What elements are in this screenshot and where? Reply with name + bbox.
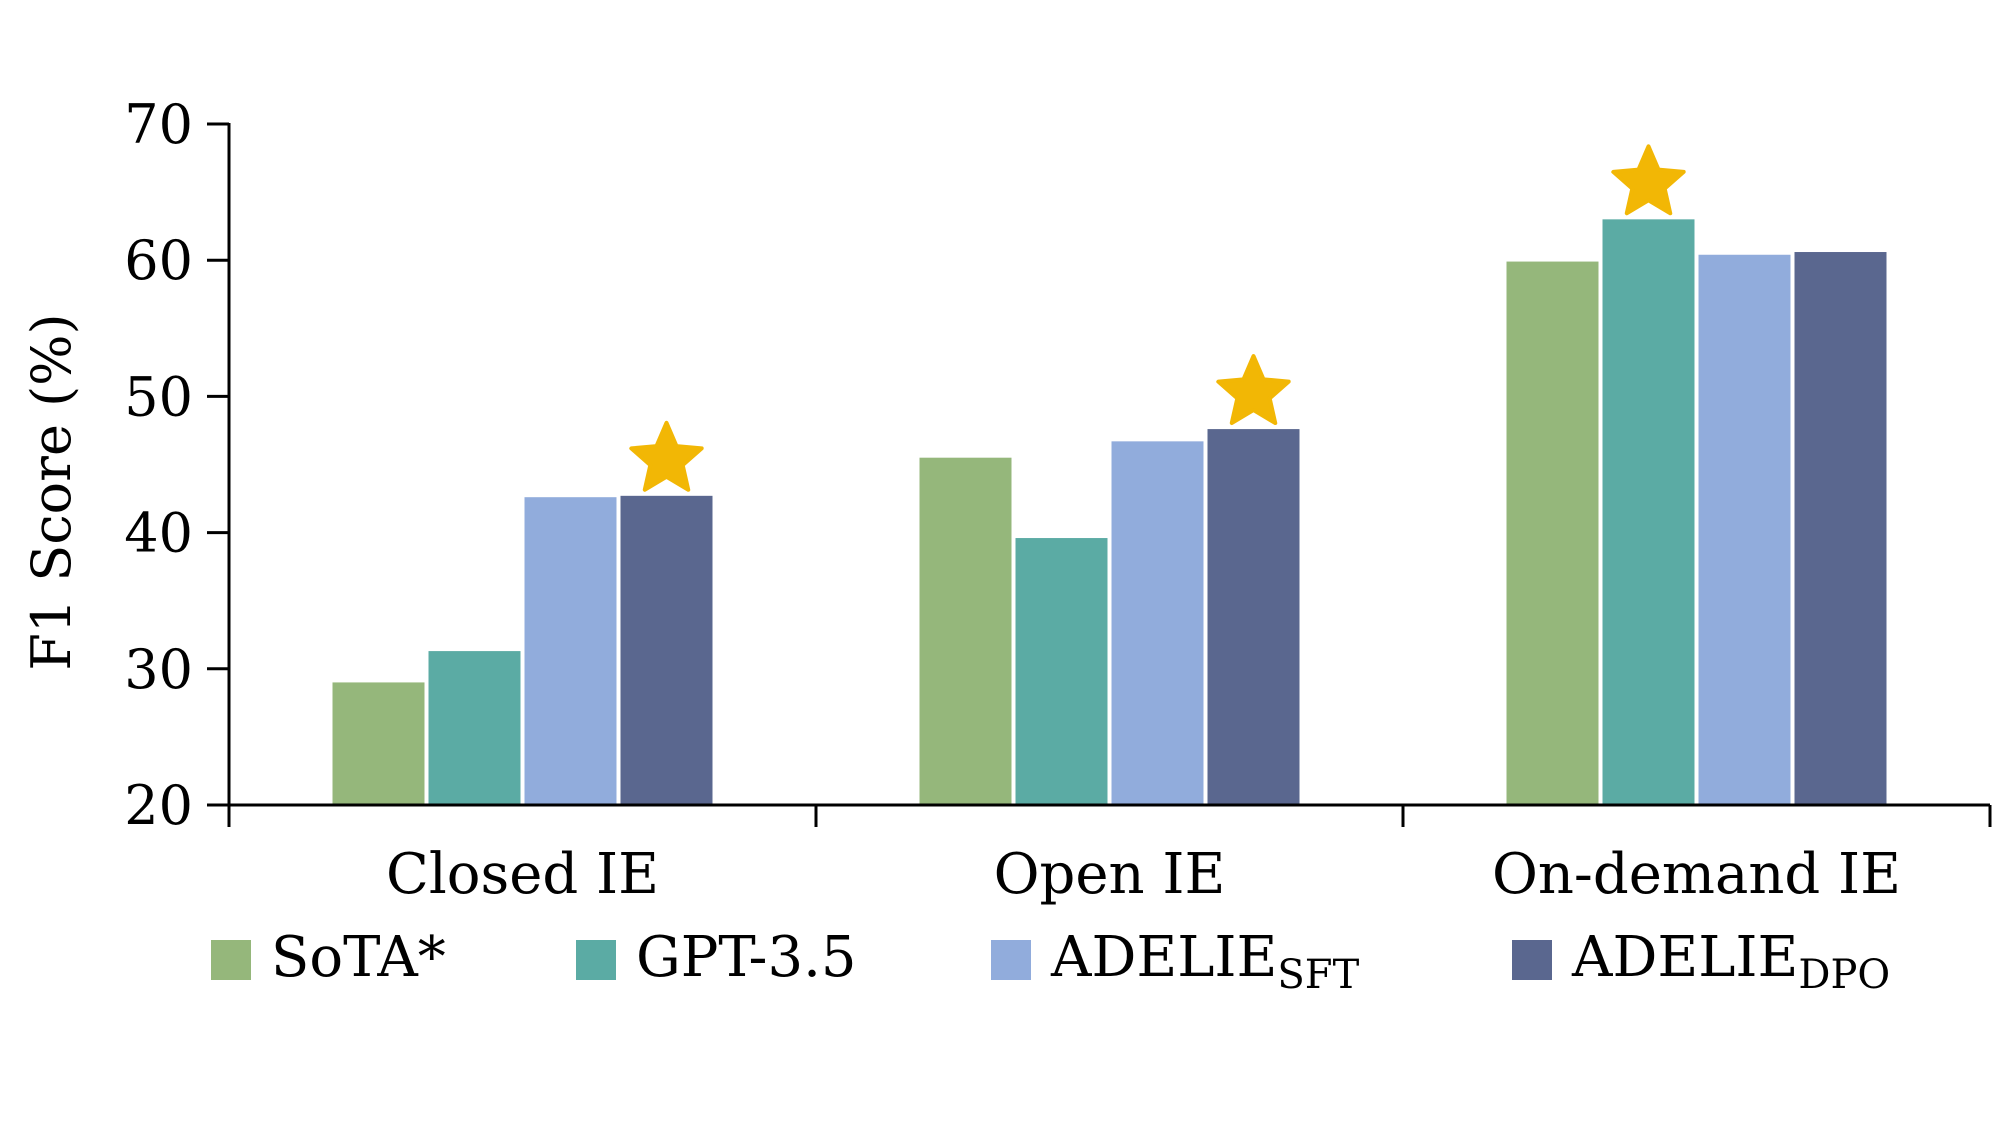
- bar-adelie-sft-closed-ie: [524, 497, 617, 805]
- y-tick-label: 70: [124, 93, 193, 156]
- legend-label: ADELIESFT: [1050, 925, 1360, 998]
- legend-item: SoTA*: [211, 925, 446, 990]
- legend-item: ADELIESFT: [991, 925, 1360, 998]
- bar-gpt-3-5-open-ie: [1015, 538, 1108, 805]
- legend: SoTA* GPT-3.5 ADELIESFT ADELIEDPO: [211, 925, 1890, 998]
- y-tick-label: 50: [124, 365, 193, 428]
- bar-adelie-dpo-closed-ie: [620, 495, 713, 805]
- legend-swatch: [1512, 940, 1552, 980]
- bars-layer: [332, 219, 1887, 806]
- bar-sota--on-demand-ie: [1506, 261, 1599, 805]
- x-category-label: Closed IE: [386, 842, 659, 907]
- star-icon: [629, 420, 704, 492]
- y-tick-label: 60: [124, 229, 193, 292]
- bar-adelie-dpo-on-demand-ie: [1794, 252, 1887, 805]
- legend-item: GPT-3.5: [576, 925, 857, 990]
- bar-adelie-sft-on-demand-ie: [1698, 254, 1791, 805]
- y-axis-title: F1 Score (%): [20, 313, 83, 670]
- x-category-label: Open IE: [994, 842, 1226, 907]
- legend-item: ADELIEDPO: [1512, 925, 1890, 998]
- y-tick-label: 30: [124, 638, 193, 701]
- legend-label: SoTA*: [271, 925, 446, 990]
- y-tick-label: 20: [124, 774, 193, 837]
- best-markers-layer: [629, 144, 1686, 492]
- legend-swatch: [211, 940, 251, 980]
- bar-adelie-sft-open-ie: [1111, 441, 1204, 805]
- bar-sota--closed-ie: [332, 682, 425, 805]
- bar-gpt-3-5-closed-ie: [428, 651, 521, 805]
- star-icon: [1611, 144, 1686, 216]
- star-icon: [1216, 354, 1291, 426]
- axes-layer: [207, 122, 1992, 827]
- legend-label: GPT-3.5: [636, 925, 857, 990]
- bar-sota--open-ie: [919, 457, 1012, 805]
- x-category-labels: Closed IE Open IE On-demand IE: [386, 842, 1901, 907]
- x-category-label: On-demand IE: [1492, 842, 1901, 907]
- y-tick-label: 40: [124, 502, 193, 565]
- legend-swatch: [991, 940, 1031, 980]
- y-tick-labels: 20 30 40 50 60 70: [124, 93, 193, 837]
- legend-swatch: [576, 940, 616, 980]
- legend-label: ADELIEDPO: [1571, 925, 1890, 998]
- bar-adelie-dpo-open-ie: [1207, 429, 1300, 805]
- bar-gpt-3-5-on-demand-ie: [1602, 219, 1695, 806]
